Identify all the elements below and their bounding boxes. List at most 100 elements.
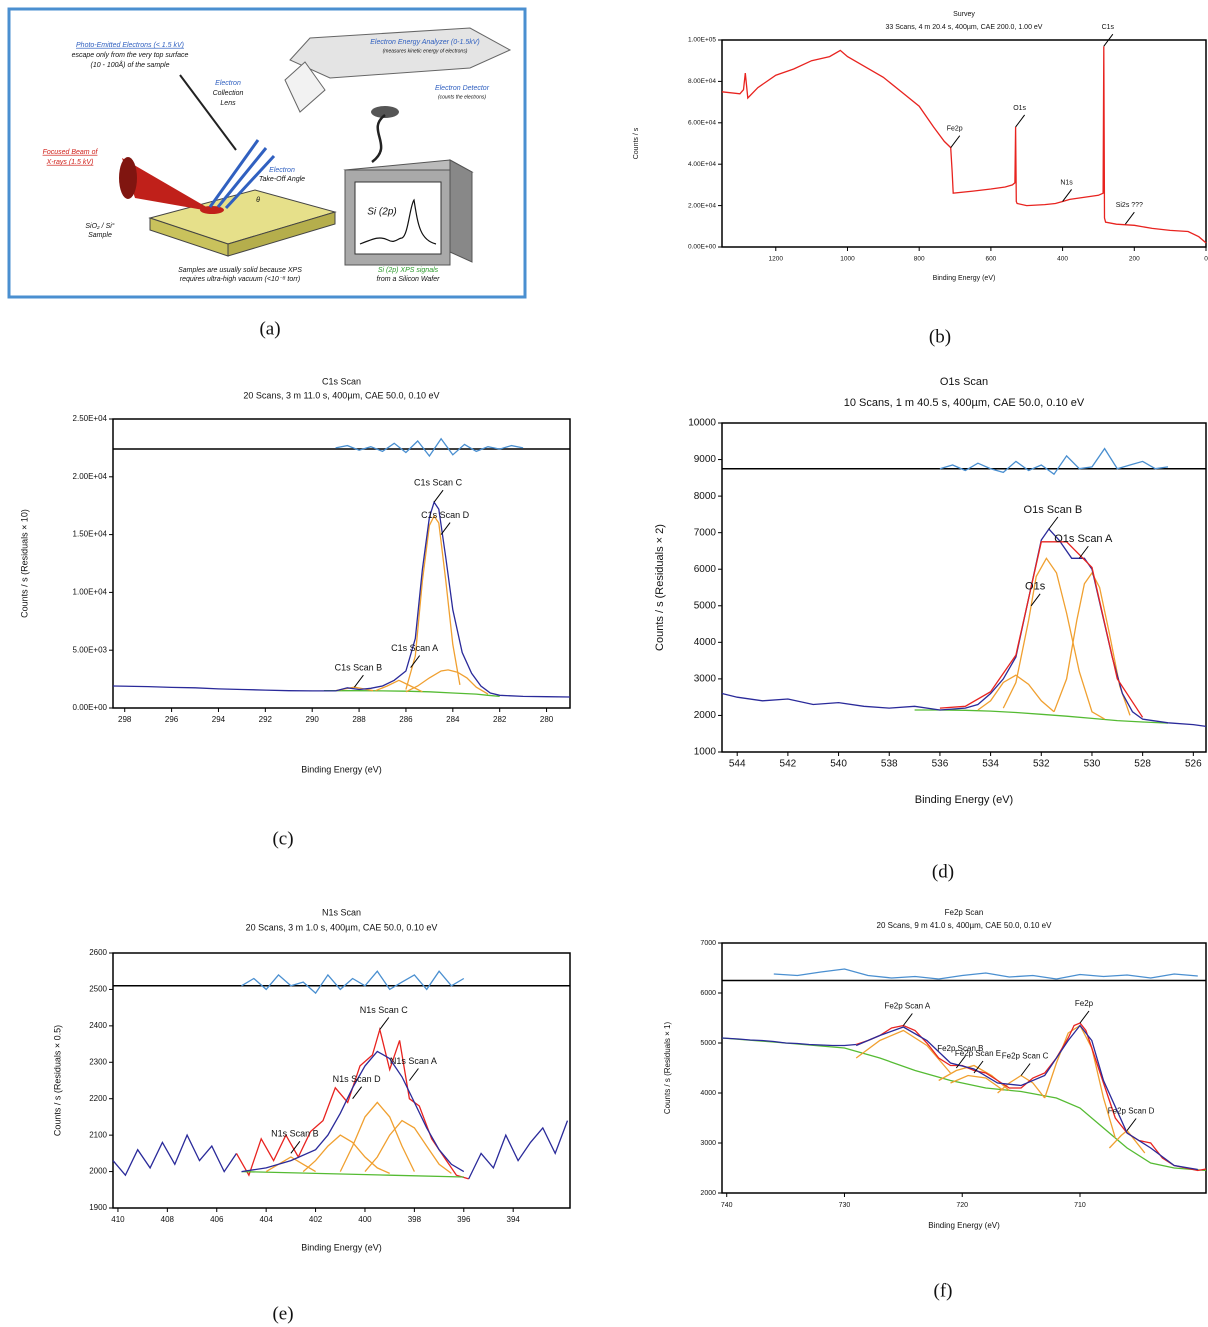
y-tick-label: 0.00E+00 <box>688 244 716 251</box>
x-tick-label: 286 <box>399 715 413 724</box>
y-tick-label: 2.00E+04 <box>73 472 108 481</box>
annotation: C1s Scan C <box>414 478 463 488</box>
annotation: O1s Scan A <box>1054 533 1113 545</box>
y-tick-label: 2000 <box>694 710 717 721</box>
x-tick-label: 544 <box>729 759 746 770</box>
diagram: Photo-Emitted Electrons (< 1.5 kV) escap… <box>7 7 527 299</box>
chart-title: O1s Scan <box>940 376 988 388</box>
annotation-leader <box>973 1060 984 1074</box>
detector-cable <box>371 114 386 164</box>
spectrum-line <box>235 1026 469 1180</box>
spectrum-line <box>323 690 500 698</box>
label: Electron Detector <box>435 85 490 92</box>
annotation: C1s Scan B <box>335 663 383 673</box>
spectrum-line <box>364 1119 452 1174</box>
annotation: O1s <box>1013 105 1026 112</box>
y-axis-label: Counts / s (Residuals × 10) <box>19 509 29 618</box>
y-tick-label: 2000 <box>89 1167 107 1176</box>
annotation-leader <box>440 522 451 535</box>
annotation-leader <box>352 1086 363 1100</box>
y-tick-label: 6000 <box>694 564 717 575</box>
plot-area <box>721 39 1207 248</box>
y-tick-label: 6.00E+04 <box>688 120 716 127</box>
x-tick-label: 800 <box>914 256 925 263</box>
y-tick-label: 2300 <box>89 1057 107 1066</box>
caption: (e) <box>272 1303 293 1324</box>
x-tick-label: 540 <box>830 759 847 770</box>
spectrum-line <box>112 1133 238 1177</box>
annotation: Fe2p Scan C <box>1002 1052 1049 1061</box>
label: Sample <box>88 232 112 239</box>
label: Photo-Emitted Electrons (< 1.5 kV) <box>76 42 184 49</box>
spectrum-line <box>977 674 1055 713</box>
y-tick-label: 8.00E+04 <box>688 78 716 85</box>
x-tick-label: 398 <box>408 1215 422 1224</box>
y-tick-label: 1.00E+04 <box>73 588 108 597</box>
x-tick-label: 402 <box>309 1215 323 1224</box>
spectrum-line <box>375 679 423 693</box>
chart-title: N1s Scan <box>322 907 361 917</box>
x-tick-label: 730 <box>839 1202 851 1209</box>
y-tick-label: 2.50E+04 <box>73 414 108 423</box>
annotation: N1s <box>1060 179 1073 186</box>
caption: (c) <box>272 828 293 849</box>
label: Electron <box>215 80 241 87</box>
x-axis-label: Binding Energy (eV) <box>301 1242 382 1252</box>
annotation: O1s Scan B <box>1024 504 1083 516</box>
x-tick-label: 200 <box>1129 256 1140 263</box>
x-axis-label: Binding Energy (eV) <box>915 794 1013 806</box>
annotation-leader <box>1103 33 1114 47</box>
x-axis-label: Binding Energy (eV) <box>928 1221 1000 1230</box>
y-tick-label: 9000 <box>694 454 717 465</box>
box-side <box>449 159 473 263</box>
x-tick-label: 296 <box>165 715 179 724</box>
spectrum-screen <box>354 181 442 255</box>
x-tick-label: 536 <box>932 759 949 770</box>
spectrum-line <box>855 1022 1207 1172</box>
chart-subtitle: 10 Scans, 1 m 40.5 s, 400µm, CAE 50.0, 0… <box>844 397 1085 409</box>
x-tick-label: 532 <box>1033 759 1050 770</box>
label: (counts the electrons) <box>438 94 486 100</box>
y-axis-label: Counts / s (Residuals × 2) <box>654 524 666 651</box>
x-axis-label: Binding Energy (eV) <box>301 764 382 774</box>
y-tick-label: 2100 <box>89 1130 107 1139</box>
y-axis-label: Counts / s (Residuals × 0.5) <box>52 1025 62 1136</box>
y-tick-label: 1.00E+05 <box>688 37 716 44</box>
spectrum-line <box>997 1074 1046 1099</box>
label: (10 - 100Å) of the sample <box>91 60 170 69</box>
y-tick-label: 1000 <box>694 747 717 758</box>
annotation: C1s Scan D <box>421 510 470 520</box>
annotation-leader <box>353 674 364 688</box>
xray-beam <box>122 158 215 212</box>
spectrum-line <box>773 968 1198 980</box>
y-tick-label: 7000 <box>694 527 717 538</box>
x-tick-label: 284 <box>446 715 460 724</box>
label: Focused Beam of <box>43 149 99 156</box>
annotation-leader <box>410 655 421 668</box>
y-tick-label: 4000 <box>694 637 717 648</box>
x-tick-label: 720 <box>956 1202 968 1209</box>
annotation: C1s <box>1102 24 1115 31</box>
annotation-leader <box>1015 114 1026 128</box>
x-tick-label: 1200 <box>769 256 784 263</box>
annotation: Fe2p Scan B <box>937 1044 983 1053</box>
annotation-leader <box>1020 1063 1031 1076</box>
label: Electron <box>269 167 295 174</box>
spectrum-line <box>241 1050 465 1173</box>
label: Samples are usually solid because XPS <box>178 267 302 274</box>
annotation-leader <box>1048 516 1059 530</box>
label: SiO₂ / Si° <box>85 222 114 230</box>
annotation: C1s Scan A <box>391 643 438 653</box>
y-tick-label: 8000 <box>694 491 717 502</box>
x-tick-label: 292 <box>259 715 273 724</box>
y-axis-label: Counts / s (Residuals × 1) <box>663 1022 672 1115</box>
spectrum-line <box>950 1074 1004 1092</box>
y-tick-label: 1900 <box>89 1203 107 1212</box>
chart-title: Fe2p Scan <box>945 908 984 917</box>
y-tick-label: 2000 <box>700 1190 716 1197</box>
x-tick-label: 710 <box>1074 1202 1086 1209</box>
x-tick-label: 538 <box>881 759 898 770</box>
y-tick-label: 4.00E+04 <box>688 161 716 168</box>
annotation-leader <box>902 1013 913 1026</box>
